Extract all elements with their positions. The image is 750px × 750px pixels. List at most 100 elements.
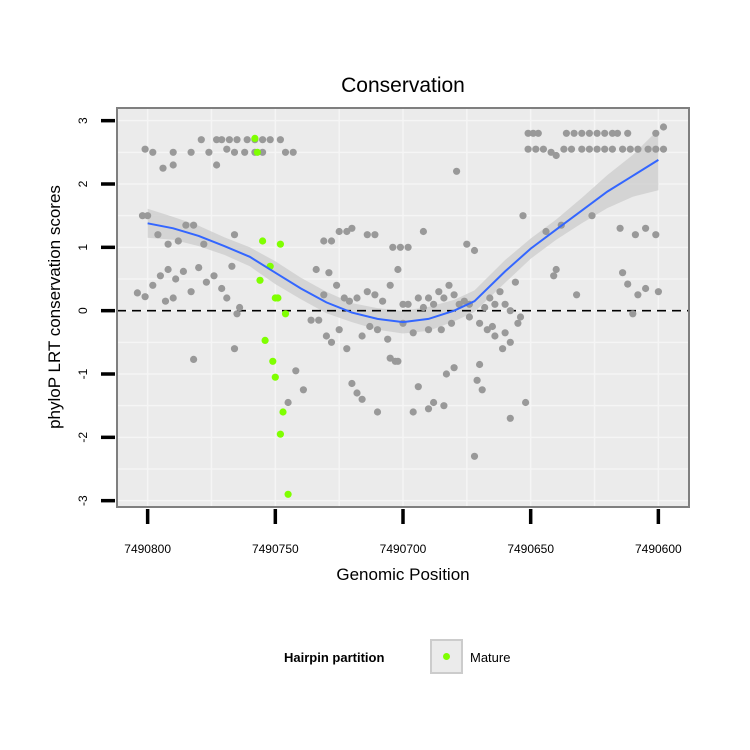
x-tick-label: 7490800 bbox=[124, 542, 171, 556]
point-other bbox=[532, 145, 540, 153]
point-other bbox=[414, 383, 422, 391]
y-tick-label: 0 bbox=[76, 307, 90, 314]
point-other bbox=[396, 243, 404, 251]
point-other bbox=[506, 307, 514, 315]
point-other bbox=[210, 272, 218, 280]
point-other bbox=[499, 345, 507, 353]
point-other bbox=[190, 221, 198, 229]
point-other bbox=[619, 269, 627, 277]
point-mature bbox=[276, 430, 284, 438]
point-other bbox=[424, 294, 433, 302]
point-other bbox=[613, 129, 622, 137]
point-other bbox=[524, 145, 532, 153]
point-other bbox=[550, 272, 558, 280]
point-other bbox=[424, 405, 433, 413]
point-other bbox=[289, 148, 297, 156]
point-other bbox=[389, 243, 397, 251]
point-other bbox=[299, 386, 307, 394]
point-other bbox=[514, 319, 522, 327]
point-other bbox=[144, 212, 152, 220]
point-other bbox=[547, 148, 555, 156]
point-other bbox=[345, 297, 353, 305]
plot-panel-border bbox=[116, 107, 690, 508]
point-other bbox=[266, 136, 274, 144]
point-other bbox=[562, 129, 571, 137]
point-other bbox=[284, 398, 292, 407]
point-other bbox=[384, 335, 392, 343]
point-other bbox=[225, 136, 233, 144]
point-other bbox=[491, 300, 499, 308]
point-other bbox=[141, 293, 149, 301]
point-other bbox=[233, 310, 241, 318]
point-other bbox=[149, 148, 157, 156]
point-other bbox=[488, 322, 496, 331]
point-other bbox=[348, 224, 356, 232]
point-other bbox=[601, 129, 609, 137]
point-other bbox=[363, 231, 371, 239]
point-other bbox=[243, 136, 251, 144]
point-other bbox=[652, 129, 660, 137]
point-other bbox=[585, 145, 594, 153]
point-other bbox=[608, 129, 617, 137]
point-other bbox=[366, 322, 374, 331]
x-tick-label: 7490750 bbox=[252, 542, 299, 556]
point-other bbox=[631, 231, 640, 239]
smooth-confidence-band bbox=[147, 129, 659, 334]
point-mature bbox=[256, 276, 264, 284]
point-other bbox=[419, 303, 427, 312]
x-axis: 7490800 7490750 7490700 7490650 7490600 bbox=[124, 509, 682, 556]
point-other bbox=[213, 136, 221, 144]
x-tick-label: 7490650 bbox=[507, 542, 554, 556]
point-other bbox=[312, 265, 320, 274]
point-other bbox=[169, 294, 177, 302]
point-other bbox=[320, 237, 328, 245]
point-other bbox=[327, 338, 336, 346]
point-other bbox=[172, 275, 180, 283]
point-other bbox=[236, 303, 244, 312]
point-mature bbox=[276, 240, 284, 248]
point-other bbox=[542, 227, 550, 236]
point-other bbox=[358, 395, 366, 403]
legend-label-mature: Mature bbox=[470, 650, 510, 665]
point-other bbox=[322, 332, 330, 340]
point-other bbox=[386, 281, 394, 289]
point-other bbox=[259, 136, 267, 144]
point-mature bbox=[259, 237, 267, 245]
point-other bbox=[259, 148, 267, 156]
point-other bbox=[159, 164, 167, 172]
point-other bbox=[394, 265, 402, 274]
point-other bbox=[179, 267, 187, 275]
y-tick-label: -1 bbox=[76, 368, 90, 379]
point-other bbox=[570, 129, 578, 137]
point-other bbox=[230, 345, 239, 353]
point-other bbox=[511, 278, 519, 286]
point-mature bbox=[271, 373, 279, 381]
point-other bbox=[213, 161, 221, 169]
point-other bbox=[470, 452, 479, 460]
point-other bbox=[481, 303, 489, 312]
point-other bbox=[169, 148, 177, 156]
point-other bbox=[585, 129, 594, 137]
legend-key-mature bbox=[443, 653, 450, 660]
point-other bbox=[241, 148, 249, 156]
point-mature bbox=[274, 294, 282, 302]
point-other bbox=[435, 288, 443, 296]
chart-title: Conservation bbox=[341, 74, 465, 97]
point-other bbox=[447, 319, 456, 327]
x-tick-label: 7490600 bbox=[635, 542, 682, 556]
point-other bbox=[450, 291, 458, 299]
point-other bbox=[292, 367, 300, 375]
point-other bbox=[529, 129, 537, 137]
point-other bbox=[506, 338, 514, 346]
point-other bbox=[404, 300, 412, 308]
point-other bbox=[161, 297, 170, 305]
point-other bbox=[624, 129, 632, 137]
y-axis-title: phyloP LRT conservation scores bbox=[45, 185, 64, 429]
point-other bbox=[156, 272, 164, 280]
point-other bbox=[476, 360, 484, 369]
point-other bbox=[506, 414, 514, 422]
point-other bbox=[200, 240, 208, 248]
point-other bbox=[524, 129, 532, 137]
point-other bbox=[616, 224, 624, 232]
point-other bbox=[164, 240, 172, 248]
